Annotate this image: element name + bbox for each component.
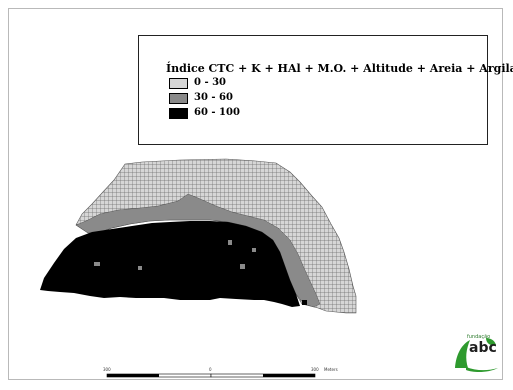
speckle (296, 286, 300, 290)
speckle (240, 264, 245, 269)
logo-text: abc (469, 340, 497, 356)
speckle (228, 240, 232, 245)
speckle (252, 248, 256, 252)
legend-label-30-60: 30 - 60 (194, 92, 233, 103)
speckle (302, 300, 307, 305)
legend-label-0-30: 0 - 30 (194, 77, 226, 88)
speckle (138, 266, 142, 270)
legend-swatch-dark (169, 108, 188, 119)
speckle (94, 262, 100, 266)
fundacao-abc-logo: fundação abc (452, 330, 502, 375)
scale-bar: 300 0 300 Meters (103, 367, 338, 378)
scale-label-center: 0 (209, 367, 212, 372)
zone-class-30-60 (75, 193, 321, 308)
legend-title: Índice CTC + K + HAl + M.O. + Altitude +… (166, 62, 513, 75)
logo-small-text: fundação (467, 334, 491, 340)
legend-swatch-light (169, 78, 188, 89)
leaf-icon (455, 338, 498, 373)
scale-unit: Meters (324, 367, 338, 372)
zone-class-60-100 (40, 221, 300, 307)
scale-label-right: 300 (311, 367, 319, 372)
legend-label-60-100: 60 - 100 (194, 107, 240, 118)
scale-label-left: 300 (103, 367, 111, 372)
map-legend: Índice CTC + K + HAl + M.O. + Altitude +… (138, 35, 513, 145)
legend-swatch-medium (169, 93, 188, 104)
